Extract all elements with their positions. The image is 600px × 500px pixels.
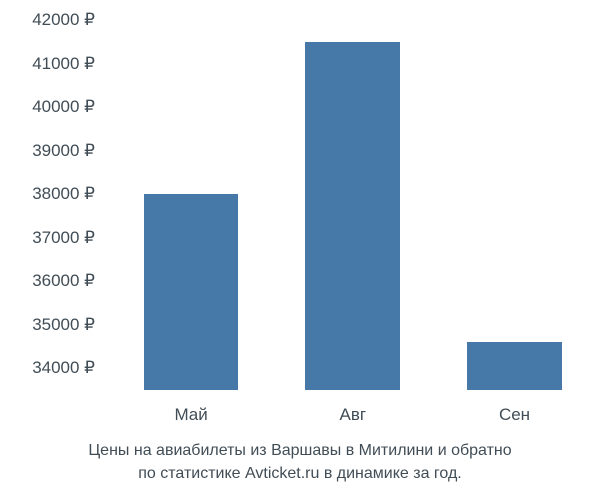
chart-container: 34000 ₽ 35000 ₽ 36000 ₽ 37000 ₽ 38000 ₽ 39000… — [0, 0, 600, 500]
y-tick-label: 37000 ₽ — [0, 228, 95, 248]
bar — [305, 42, 400, 390]
y-tick-label: 34000 ₽ — [0, 358, 95, 378]
x-tick-label: Авг — [340, 405, 367, 425]
y-tick-label: 41000 ₽ — [0, 54, 95, 74]
x-tick-label: Май — [174, 405, 207, 425]
bar — [144, 194, 239, 390]
y-tick-label: 42000 ₽ — [0, 10, 95, 30]
y-tick-label: 38000 ₽ — [0, 184, 95, 204]
y-tick-label: 39000 ₽ — [0, 141, 95, 161]
plot-area — [98, 20, 588, 390]
y-axis: 34000 ₽ 35000 ₽ 36000 ₽ 37000 ₽ 38000 ₽ 39000… — [0, 20, 95, 390]
caption-line-1: Цены на авиабилеты из Варшавы в Митилини… — [0, 440, 600, 462]
bar — [467, 342, 562, 390]
x-axis: Май Авг Сен — [98, 395, 588, 425]
x-tick-label: Сен — [499, 405, 530, 425]
y-tick-label: 36000 ₽ — [0, 271, 95, 291]
caption-line-2: по статистике Avticket.ru в динамике за … — [0, 463, 600, 485]
chart-caption: Цены на авиабилеты из Варшавы в Митилини… — [0, 440, 600, 485]
y-tick-label: 35000 ₽ — [0, 315, 95, 335]
y-tick-label: 40000 ₽ — [0, 97, 95, 117]
